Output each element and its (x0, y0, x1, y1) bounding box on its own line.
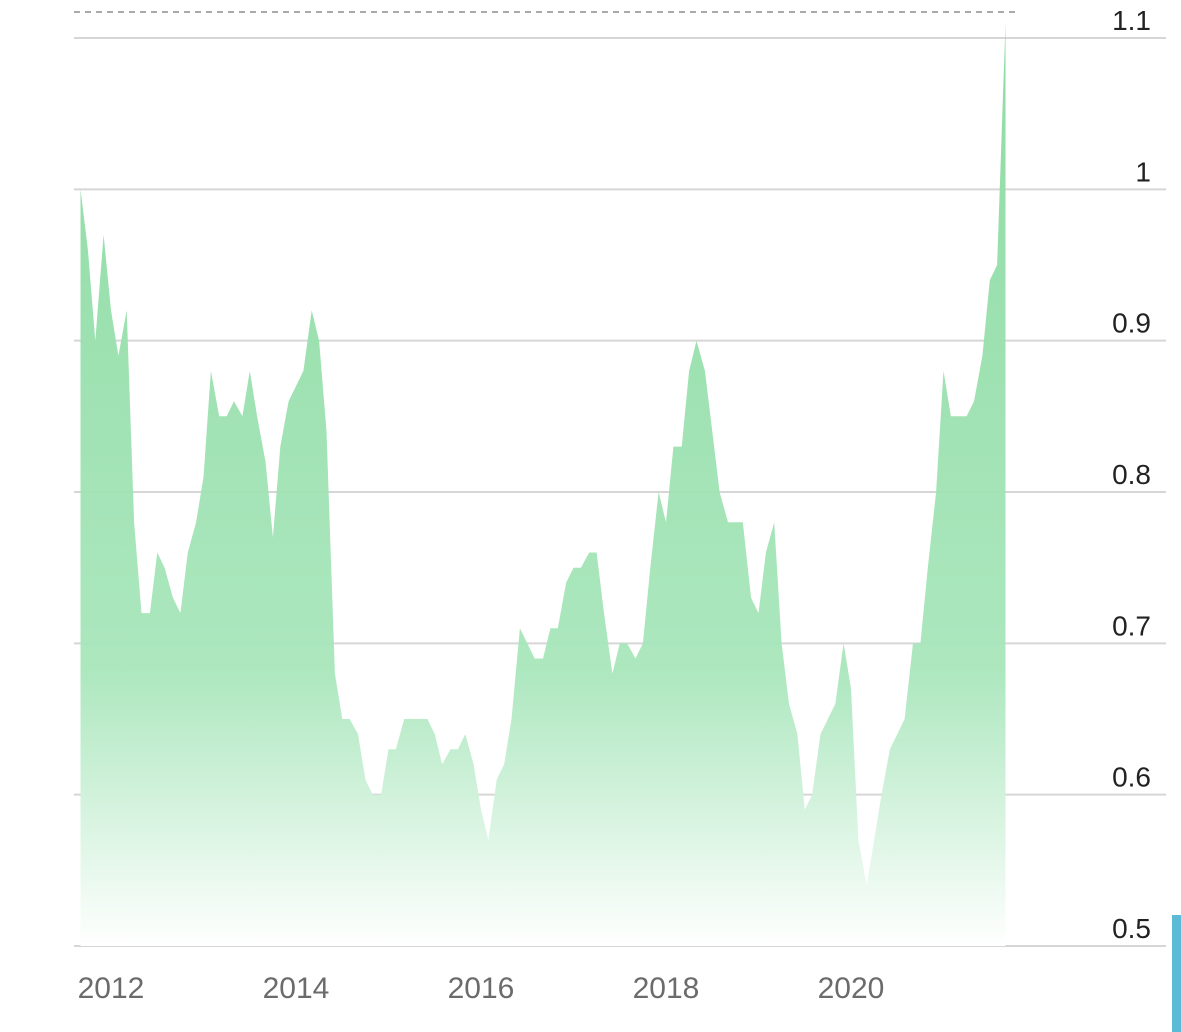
y-tick-label: 0.7 (1112, 610, 1151, 641)
y-tick-label: 1 (1135, 156, 1151, 187)
y-tick-label: 0.5 (1112, 913, 1151, 944)
x-tick-label: 2018 (633, 972, 700, 1005)
scroll-edge-indicator (1172, 915, 1181, 1032)
area-series (80, 22, 1006, 946)
area-fill (80, 22, 1006, 946)
y-tick-label: 0.9 (1112, 308, 1151, 339)
x-tick-label: 2020 (818, 972, 885, 1005)
x-axis-ticks: 2012 2014 2016 2018 2020 (78, 972, 885, 1005)
x-tick-label: 2016 (448, 972, 515, 1005)
y-tick-label: 0.8 (1112, 459, 1151, 490)
y-axis-ticks: 0.5 0.6 0.7 0.8 0.9 1 1.1 (1112, 5, 1151, 944)
x-tick-label: 2014 (263, 972, 330, 1005)
y-tick-label: 0.6 (1112, 762, 1151, 793)
x-tick-label: 2012 (78, 972, 145, 1005)
y-tick-label: 1.1 (1112, 5, 1151, 36)
